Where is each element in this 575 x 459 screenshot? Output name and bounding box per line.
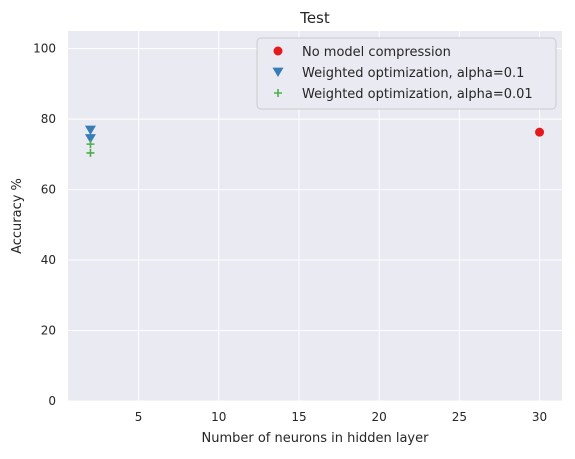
- y-tick-label: 60: [41, 183, 56, 197]
- x-axis-label: Number of neurons in hidden layer: [202, 431, 430, 446]
- legend-label-alpha-0-1: Weighted optimization, alpha=0.1: [302, 66, 524, 81]
- data-point: [84, 134, 96, 144]
- x-tick-label: 20: [372, 410, 387, 424]
- data-point: [84, 125, 96, 135]
- x-tick-label: 25: [452, 410, 467, 424]
- y-tick-label: 100: [33, 42, 56, 56]
- legend-marker: [272, 67, 284, 77]
- chart-title: Test: [299, 9, 330, 27]
- x-tick-label: 30: [532, 410, 547, 424]
- legend-label-no-compression: No model compression: [302, 45, 451, 60]
- data-point: [86, 140, 95, 149]
- legend-label-alpha-0-01: Weighted optimization, alpha=0.01: [302, 87, 533, 102]
- legend-box: [256, 37, 557, 110]
- y-tick-label: 0: [48, 394, 56, 408]
- y-tick-label: 20: [41, 324, 56, 338]
- axis-ticks: 5 10 15 20 25 30 0 20 40 60 80 100: [33, 42, 547, 424]
- data-points: [84, 125, 545, 157]
- legend-marker: [273, 46, 283, 56]
- data-point: [86, 148, 95, 157]
- y-tick-label: 80: [41, 112, 56, 126]
- data-point: [535, 127, 545, 137]
- x-tick-label: 5: [135, 410, 143, 424]
- x-tick-label: 10: [211, 410, 226, 424]
- y-axis-label: Accuracy %: [10, 178, 25, 254]
- legend: No model compression Weighted optimizati…: [256, 37, 557, 110]
- legend-marker: [274, 89, 282, 97]
- x-tick-label: 15: [291, 410, 306, 424]
- legend-markers: [272, 46, 284, 97]
- y-tick-label: 40: [41, 253, 56, 267]
